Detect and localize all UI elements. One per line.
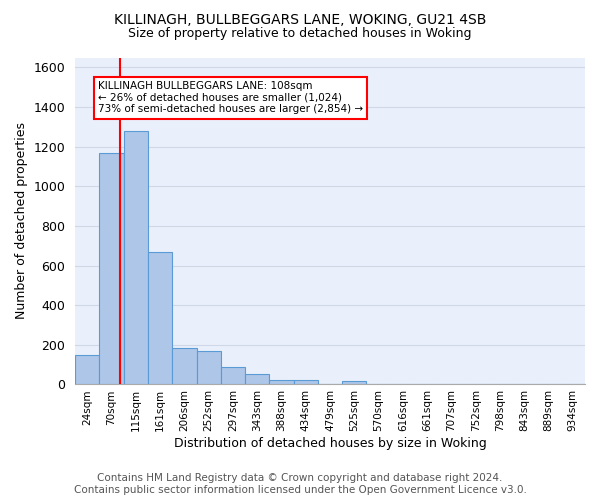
Y-axis label: Number of detached properties: Number of detached properties [15, 122, 28, 320]
Text: Size of property relative to detached houses in Woking: Size of property relative to detached ho… [128, 28, 472, 40]
Bar [293, 380, 318, 384]
Text: Contains HM Land Registry data © Crown copyright and database right 2024.
Contai: Contains HM Land Registry data © Crown c… [74, 474, 526, 495]
Bar [269, 380, 293, 384]
Bar [342, 382, 367, 384]
Text: KILLINAGH, BULLBEGGARS LANE, WOKING, GU21 4SB: KILLINAGH, BULLBEGGARS LANE, WOKING, GU2… [114, 12, 486, 26]
X-axis label: Distribution of detached houses by size in Woking: Distribution of detached houses by size … [174, 437, 487, 450]
Text: KILLINAGH BULLBEGGARS LANE: 108sqm
← 26% of detached houses are smaller (1,024)
: KILLINAGH BULLBEGGARS LANE: 108sqm ← 26%… [98, 82, 363, 114]
Bar [197, 351, 221, 384]
Bar [75, 354, 100, 384]
Bar [245, 374, 269, 384]
Bar [172, 348, 197, 385]
Bar [221, 366, 245, 384]
Bar [124, 131, 148, 384]
Bar [148, 252, 172, 384]
Bar [100, 152, 124, 384]
